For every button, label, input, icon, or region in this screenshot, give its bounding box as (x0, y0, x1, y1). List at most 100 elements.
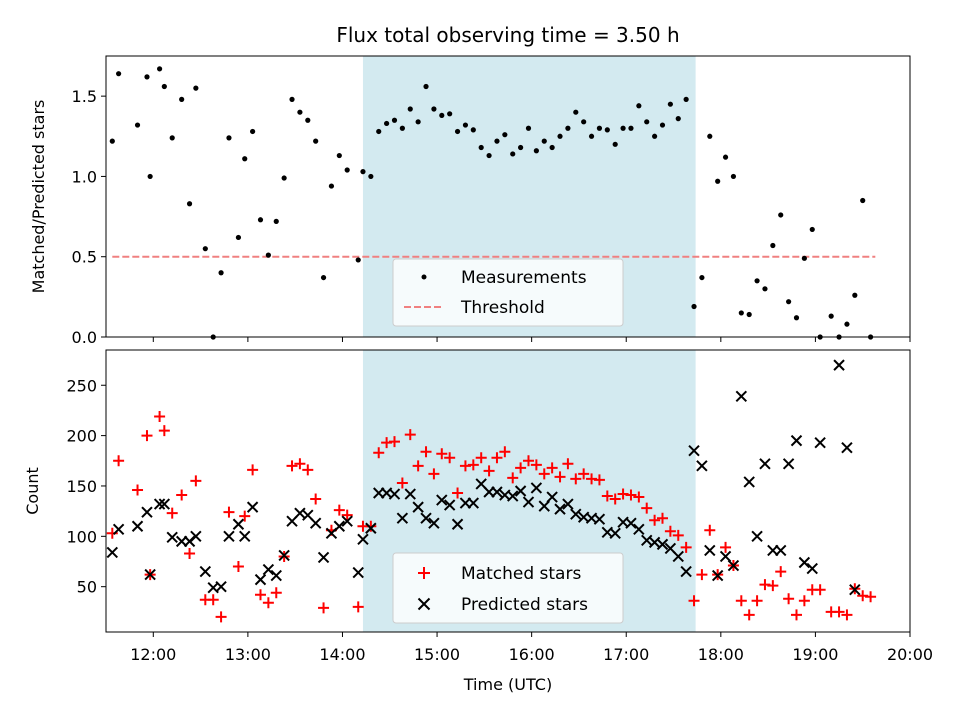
matched-star-point (215, 611, 227, 623)
legend-label-predicted-stars: Predicted stars (461, 595, 588, 615)
measurement-point (596, 125, 603, 131)
count-legend-box (392, 552, 624, 624)
matched-star-point (452, 487, 464, 499)
predicted-star-point (223, 530, 235, 543)
predicted-star-point (782, 458, 795, 470)
measurement-point (399, 125, 405, 131)
x-tick-label: 20:00 (887, 645, 933, 664)
measurement-point (391, 117, 398, 123)
measurement-point (179, 96, 185, 102)
matched-star-point (428, 468, 440, 480)
predicted-star-point (112, 523, 125, 535)
x-axis-label: Time (UTC) (463, 675, 552, 694)
measurement-point (541, 138, 547, 144)
measurement-point (659, 122, 666, 128)
measurement-point (161, 83, 167, 90)
matched-star-point (857, 590, 869, 602)
measurement-point (257, 217, 264, 223)
legend-marker-predicted-stars (417, 597, 431, 611)
ratio-axes-ticks: 0.0 0.5 1.0 1.5 (72, 87, 911, 347)
matched-star-point (672, 529, 684, 541)
measurement-point (202, 246, 208, 252)
measurement-point (134, 122, 141, 128)
matched-star-point (743, 609, 755, 621)
measurement-point (116, 71, 122, 77)
matched-star-point (396, 477, 408, 489)
measurement-point (328, 183, 335, 189)
measurement-point (407, 106, 413, 112)
measurement-point (778, 212, 784, 218)
measurement-point (722, 154, 729, 160)
predicted-star-point (672, 550, 684, 563)
count-panel: 12:00 13:00 14:00 15:00 16:00 17:00 18:00 19:00… (23, 349, 933, 694)
matched-star-point (475, 452, 487, 464)
matched-star-point (223, 506, 235, 518)
count-y-tick-label: 250 (66, 376, 97, 395)
predicted-star-point (317, 551, 330, 564)
predicted-star-point (507, 490, 519, 502)
matched-star-point (333, 504, 345, 516)
matched-star-point (207, 594, 219, 606)
matched-star-point (154, 410, 166, 422)
predicted-star-point (841, 441, 853, 454)
predicted-star-point (144, 568, 156, 581)
predicted-star-point (451, 518, 464, 530)
matched-star-point (865, 591, 877, 603)
matched-star-point (833, 606, 845, 618)
matched-star-point (688, 595, 700, 607)
matched-star-point (270, 587, 282, 599)
measurement-point (510, 151, 516, 157)
legend-marker-measurements (421, 274, 427, 280)
matched-star-point (232, 561, 244, 573)
predicted-star-point (412, 501, 424, 513)
predicted-star-point (309, 517, 322, 529)
count-axes-ticks: 12:00 13:00 14:00 15:00 16:00 17:00 18:00 19:00… (66, 376, 933, 664)
matched-star-point (696, 569, 708, 581)
predicted-star-point (704, 544, 716, 557)
matched-star-point (759, 579, 771, 591)
predicted-star-point (570, 508, 582, 520)
matched-star-point (649, 514, 661, 526)
matched-star-point (499, 446, 511, 458)
measurement-point (320, 274, 327, 281)
predicted-star-point (436, 494, 448, 506)
matched-star-point (798, 595, 810, 607)
ratio-y-tick-label: 1.0 (72, 167, 97, 186)
predicted-star-point (232, 518, 245, 530)
x-tick-label: 13:00 (225, 645, 271, 664)
matched-star-point (459, 460, 471, 472)
measurement-point (336, 152, 342, 159)
matched-star-point (735, 595, 747, 607)
predicted-star-point (270, 569, 282, 582)
predicted-star-point (727, 559, 740, 572)
measurement-point (273, 218, 279, 224)
predicted-star-point (522, 496, 535, 508)
matched-star-point (617, 488, 629, 500)
predicted-star-point (609, 527, 621, 540)
measurement-point (612, 141, 618, 147)
measurement-point (588, 133, 595, 139)
matched-star-point (302, 464, 314, 476)
measurement-point (518, 144, 524, 151)
matched-star-point (141, 430, 153, 442)
measurement-point (297, 109, 303, 115)
x-tick-label: 18:00 (698, 645, 744, 664)
matched-star-point (578, 468, 590, 480)
measurement-point (470, 127, 476, 133)
count-y-tick-label: 50 (77, 578, 97, 597)
count-y-tick-label: 150 (66, 477, 97, 496)
measurement-point (801, 255, 807, 261)
count-axes-frame (105, 349, 911, 633)
predicted-star-point (759, 458, 771, 470)
matched-star-point (388, 436, 400, 448)
measurement-point (525, 125, 532, 131)
measurement-point (415, 119, 421, 125)
predicted-star-point (711, 569, 724, 582)
matched-star-point (751, 595, 763, 607)
predicted-star-point (775, 544, 787, 557)
matched-star-point (158, 425, 170, 437)
measurement-point (715, 178, 721, 184)
matched-star-point (562, 458, 574, 470)
predicted-star-point (158, 498, 171, 510)
measurement-point (423, 83, 429, 90)
